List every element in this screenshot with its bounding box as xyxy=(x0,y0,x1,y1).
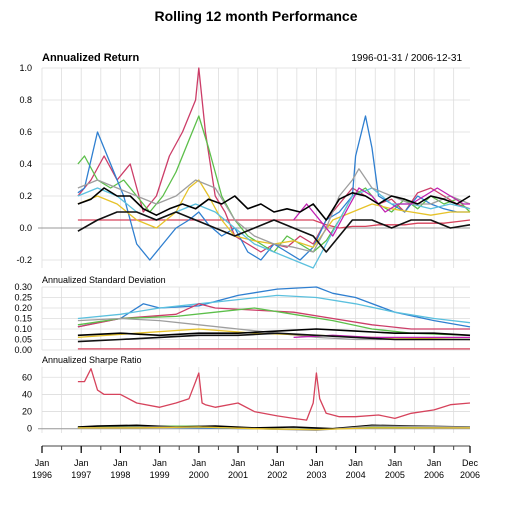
series-line-annualized-standard-deviation-1 xyxy=(77,286,471,328)
series-line-annualized-return-9 xyxy=(77,211,471,253)
x-tick-year: 1999 xyxy=(150,470,170,480)
panel-annualized-return: -0.2 0.0 0.2 0.4 0.6 0.8 1.0 xyxy=(16,63,471,269)
x-tick-year: 2004 xyxy=(346,470,366,480)
panel-annualized-sharpe-ratio: 0 20 40 60 xyxy=(22,367,471,434)
x-tick-month: Jan xyxy=(388,458,403,468)
x-tick-year: 2006 xyxy=(460,470,480,480)
y-tick-label: 40 xyxy=(22,389,32,399)
x-tick-year: 2000 xyxy=(189,470,209,480)
y-tick-label: 0.20 xyxy=(14,303,32,313)
y-tick-label: 0.8 xyxy=(19,95,32,105)
y-tick-label: -0.2 xyxy=(16,255,32,265)
x-tick-month: Jan xyxy=(309,458,324,468)
panel-title-sharpe: Annualized Sharpe Ratio xyxy=(42,355,142,365)
x-tick-month: Jan xyxy=(152,458,167,468)
y-tick-label: 0.25 xyxy=(14,293,32,303)
x-tick-month: Jan xyxy=(74,458,89,468)
y-tick-label: 0.30 xyxy=(14,282,32,292)
x-tick-month: Jan xyxy=(35,458,50,468)
x-tick-month: Jan xyxy=(231,458,246,468)
x-axis: Jan 1996 Jan 1997 Jan 1998 Jan 1999 Jan 2000 Jan 20… xyxy=(32,445,480,480)
date-range-label: 1996-01-31 / 2006-12-31 xyxy=(351,53,462,64)
y-tick-label: 0 xyxy=(27,424,32,434)
y-tick-label: 1.0 xyxy=(19,63,32,73)
series-line-annualized-sharpe-ratio-3 xyxy=(77,424,471,430)
x-tick-year: 1996 xyxy=(32,470,52,480)
x-tick-year: 1997 xyxy=(71,470,91,480)
series-line-annualized-sharpe-ratio-5 xyxy=(77,426,470,431)
series-line-annualized-return-3 xyxy=(77,115,470,261)
chart-title: Rolling 12 month Performance xyxy=(154,8,357,24)
x-tick-year: 2005 xyxy=(385,470,405,480)
x-tick-month: Jan xyxy=(427,458,442,468)
x-tick-year: 2001 xyxy=(228,470,248,480)
y-tick-label: 0.10 xyxy=(14,324,32,334)
x-tick-year: 1998 xyxy=(110,470,130,480)
series-line-annualized-return-1 xyxy=(77,67,471,253)
panel-title-stddev: Annualized Standard Deviation xyxy=(42,275,166,285)
series-line-annualized-return-6 xyxy=(77,168,471,253)
x-tick-year: 2006 xyxy=(424,470,444,480)
y-tick-label: 0.4 xyxy=(19,159,32,169)
x-tick-month: Jan xyxy=(270,458,285,468)
x-tick-year: 2003 xyxy=(306,470,326,480)
series-line-annualized-standard-deviation-3 xyxy=(77,303,470,330)
x-tick-month: Jan xyxy=(348,458,363,468)
panel-title-return: Annualized Return xyxy=(42,52,139,64)
y-tick-label: 0.2 xyxy=(19,191,32,201)
series-line-annualized-return-4 xyxy=(77,179,470,248)
x-tick-month: Jan xyxy=(192,458,207,468)
x-tick-month: Dec xyxy=(462,458,479,468)
x-tick-year: 2002 xyxy=(267,470,287,480)
y-tick-label: 0.15 xyxy=(14,314,32,324)
series-line-annualized-return-2 xyxy=(77,115,471,253)
series-line-annualized-return-8 xyxy=(77,187,471,221)
x-tick-month: Jan xyxy=(113,458,128,468)
panel-annualized-standard-deviation: 0.000.050.100.150.200.250.30 xyxy=(14,282,471,355)
y-tick-label: 0.00 xyxy=(14,345,32,355)
y-tick-label: 0.05 xyxy=(14,335,32,345)
y-tick-label: 0.6 xyxy=(19,127,32,137)
series-line-annualized-standard-deviation-2 xyxy=(77,294,471,324)
series-line-annualized-standard-deviation-4 xyxy=(77,307,471,336)
series-line-annualized-standard-deviation-9 xyxy=(77,332,470,343)
series-line-annualized-sharpe-ratio-0 xyxy=(77,368,471,421)
series-line-annualized-return-7 xyxy=(293,187,470,237)
series-line-annualized-standard-deviation-8 xyxy=(77,328,471,337)
plot-layer: -0.20.00.20.40.60.81.00.000.050.100.150.… xyxy=(14,63,480,480)
y-tick-label: 20 xyxy=(22,407,32,417)
y-tick-label: 0.0 xyxy=(19,223,32,233)
series-line-annualized-standard-deviation-5 xyxy=(77,317,470,341)
series-line-annualized-return-0 xyxy=(77,219,471,229)
y-tick-label: 60 xyxy=(22,372,32,382)
